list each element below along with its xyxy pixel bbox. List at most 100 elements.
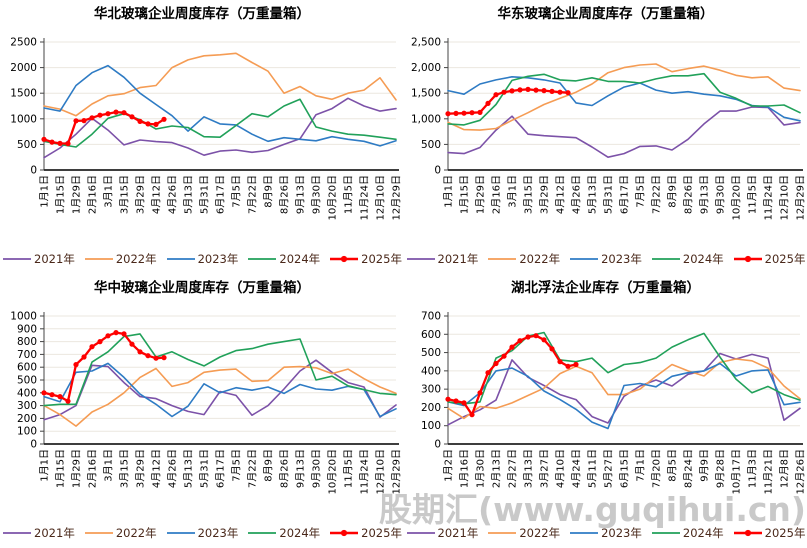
legend-label: 2021年: [437, 526, 479, 540]
x-tick-label: 3月29日: [539, 175, 551, 214]
series-marker: [121, 110, 127, 116]
y-tick-label: 1,500: [411, 88, 441, 100]
chart-huadong-title: 华东玻璃企业周度库存（万重量箱）: [497, 6, 714, 22]
series-marker: [145, 121, 151, 127]
x-tick-label: 5月11日: [587, 449, 599, 488]
legend-swatch: [733, 255, 762, 263]
series-marker: [557, 89, 563, 95]
legend-swatch: [488, 258, 517, 260]
chart-huabei-title: 华北玻璃企业周度库存（万重量箱）: [94, 6, 310, 22]
legend-swatch: [248, 532, 277, 534]
x-tick-label: 10月20日: [327, 449, 339, 494]
legend-label: 2024年: [279, 252, 321, 266]
chart-huadong-legend: 2021年 2022年 2023年 2024年 2025年: [404, 249, 807, 269]
x-tick-label: 12月29日: [391, 449, 403, 494]
y-tick-label: 1000: [10, 113, 37, 125]
x-tick-label: 3月13日: [523, 449, 535, 488]
y-tick-label: 800: [17, 336, 37, 348]
series-line-2021年: [447, 106, 801, 158]
series-marker: [65, 141, 71, 147]
legend-swatch: [733, 529, 762, 537]
series-marker: [137, 118, 143, 124]
x-tick-label: 9月30日: [715, 175, 727, 214]
legend-item-2023年: 2023年: [569, 525, 642, 541]
legend-swatch: [166, 532, 195, 534]
legend-swatch: [651, 258, 680, 260]
y-tick-label: 900: [17, 323, 37, 335]
x-tick-label: 7月5日: [231, 175, 243, 208]
x-tick-label: 2月16日: [491, 175, 503, 214]
x-tick-label: 3月29日: [135, 449, 147, 488]
legend-item-2021年: 2021年: [2, 251, 75, 267]
series-line-2023年: [447, 75, 801, 122]
x-tick-label: 1月15日: [55, 175, 67, 214]
series-marker: [541, 88, 547, 94]
chart-huazhong-legend: 2021年 2022年 2023年 2024年 2025年: [0, 523, 404, 543]
x-tick-label: 4月10日: [555, 449, 567, 488]
x-tick-label: 6月17日: [215, 175, 227, 214]
series-marker: [153, 121, 159, 127]
legend-swatch: [651, 532, 680, 534]
x-tick-label: 3月15日: [119, 449, 131, 488]
legend-label: 2021年: [34, 526, 75, 540]
x-tick-label: 12月29日: [391, 175, 403, 220]
x-tick-label: 1月16日: [459, 449, 471, 488]
series-line-2022年: [43, 52, 397, 117]
legend-label: 2022年: [519, 252, 561, 266]
series-line-2024年: [447, 331, 801, 405]
x-tick-label: 9月13日: [295, 449, 307, 488]
x-tick-label: 1月1日: [443, 175, 455, 208]
chart-hubei: 湖北浮法企业库存（万重量箱） 0 100 200 300 400 500 600 700 1月2…: [404, 274, 807, 548]
x-tick-label: 12月29日: [795, 175, 807, 220]
legend-item-2021年: 2021年: [2, 525, 75, 541]
series-marker: [129, 114, 135, 120]
series-marker: [501, 89, 507, 95]
x-tick-label: 11月5日: [747, 175, 759, 214]
series-marker: [81, 118, 87, 124]
y-tick-label: 0: [434, 439, 441, 451]
x-tick-label: 9月13日: [699, 175, 711, 214]
series-marker: [493, 92, 499, 98]
x-tick-label: 12月8日: [779, 449, 791, 488]
x-tick-label: 8月9日: [263, 449, 275, 482]
x-tick-label: 12月10日: [779, 175, 791, 220]
series-marker: [49, 139, 55, 145]
x-tick-label: 6月17日: [619, 175, 631, 214]
series-marker: [485, 100, 491, 106]
x-tick-label: 5月27日: [603, 449, 615, 488]
legend-item-2022年: 2022年: [487, 251, 560, 267]
series-line-2023年: [43, 362, 397, 418]
series-line-2025年: [42, 331, 166, 403]
chart-huazhong: 华中玻璃企业周度库存（万重量箱） 0 100 200 300 400 500 600 700 8…: [0, 274, 404, 548]
legend-item-2023年: 2023年: [569, 251, 642, 267]
x-tick-label: 7月22日: [247, 175, 259, 214]
x-tick-label: 10月17日: [731, 449, 743, 494]
series-marker: [565, 90, 571, 96]
legend-item-2021年: 2021年: [406, 251, 478, 267]
x-tick-label: 1月1日: [39, 175, 51, 208]
y-tick-label: 500: [421, 347, 441, 359]
series-marker: [525, 86, 531, 92]
x-tick-label: 2月27日: [507, 449, 519, 488]
legend-item-2024年: 2024年: [651, 525, 724, 541]
legend-label: 2024年: [279, 526, 321, 540]
legend-item-2025年: 2025年: [733, 251, 805, 267]
series-line-2023年: [447, 362, 801, 430]
series-line-2022年: [43, 365, 397, 427]
series-marker: [137, 349, 143, 355]
chart-huadong: 华东玻璃企业周度库存（万重量箱） 0 500 1,000 1,500 2,000 2,50…: [404, 0, 807, 274]
series-marker: [73, 118, 79, 124]
x-tick-label: 4月12日: [151, 175, 163, 214]
x-tick-label: 8月26日: [279, 175, 291, 214]
series-marker: [81, 354, 87, 360]
legend-label: 2022年: [115, 526, 157, 540]
x-tick-label: 9月30日: [311, 175, 323, 214]
legend-label: 2023年: [601, 526, 642, 540]
x-tick-label: 11月21日: [763, 449, 775, 494]
y-tick-label: 700: [17, 349, 37, 361]
legend-swatch: [406, 258, 435, 260]
legend-swatch: [488, 532, 517, 534]
series-marker: [509, 344, 515, 350]
legend-swatch: [84, 258, 113, 260]
